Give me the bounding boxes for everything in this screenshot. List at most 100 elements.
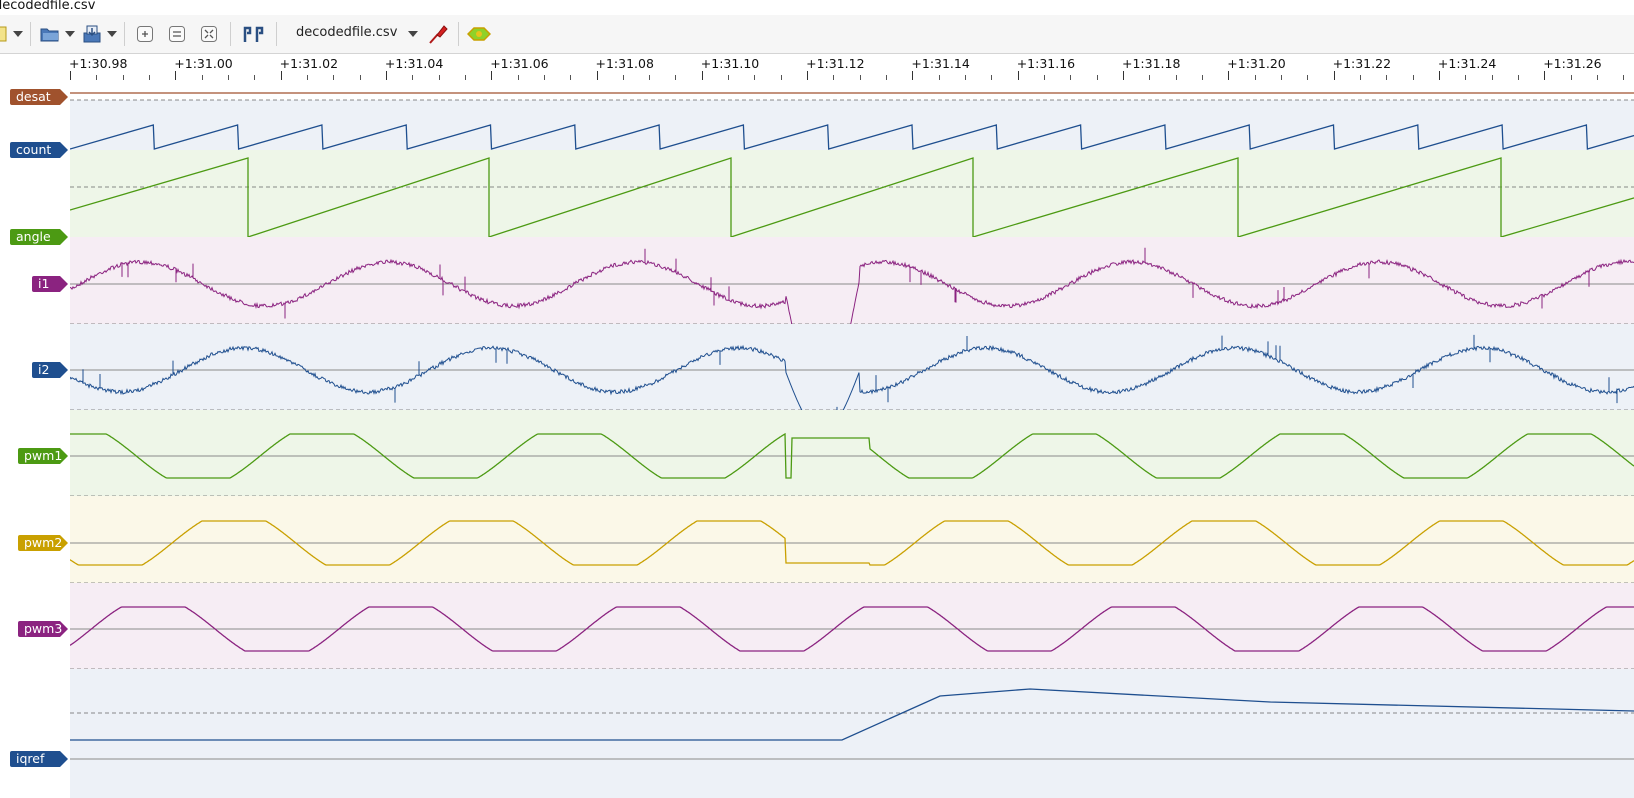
waveform-pwm2 [70,520,1634,566]
time-minor-tick [254,75,256,80]
lane-background-desat [70,84,1634,100]
time-tick [1333,71,1335,80]
toolbar-separator [276,22,277,46]
cursor-icon[interactable] [240,24,266,44]
toolbar-separator [124,22,125,46]
time-tick [385,71,387,80]
time-minor-tick [1570,75,1572,80]
signal-label-pwm3[interactable]: pwm3 [18,621,68,637]
waveform-pwm3 [70,606,1634,652]
waveform-i2 [70,334,1634,433]
time-tick [701,71,703,80]
time-minor-tick [675,75,677,80]
time-tick [596,71,598,80]
time-minor-tick [543,75,545,80]
time-minor-tick [1596,75,1598,80]
dropdown-arrow-icon[interactable] [12,24,24,44]
lane-background-iqref [70,669,1634,798]
time-minor-tick [201,75,203,80]
open-file-icon[interactable] [38,24,62,44]
time-minor-tick [1070,75,1072,80]
window-title-bar: decodedfile.csv [0,0,1634,14]
lane-background-pwm1 [70,410,1634,496]
waveform-pwm1 [70,432,1634,479]
toolbar-separator [30,22,31,46]
time-tick-label: +1:31.10 [700,56,760,71]
time-tick [1228,71,1230,80]
probe-icon[interactable] [426,24,450,44]
signal-label-desat[interactable]: desat [10,89,68,105]
signal-label-count[interactable]: count [10,142,68,158]
time-tick [1123,71,1124,80]
time-tick [1017,71,1019,80]
time-tick-label: +1:31.22 [1332,56,1392,71]
waveform-count [70,124,1634,150]
time-tick-label: +1:31.14 [911,56,970,71]
time-ruler[interactable]: +1:30.98 +1:31.00 +1:31.02 +1:31.04 +1:31.06… [0,54,1634,84]
save-icon[interactable] [80,24,104,44]
lane-background-angle [70,150,1634,237]
time-minor-tick [333,75,335,80]
zoom-out-icon[interactable] [166,24,188,44]
session-selector[interactable]: decodedfile.csv [296,25,398,40]
time-minor-tick [1096,75,1098,80]
time-tick [807,71,809,80]
signal-label-i1[interactable]: i1 [32,276,68,292]
lane-background-i2 [70,324,1634,410]
time-minor-tick [1254,75,1256,80]
decoder-icon[interactable] [466,24,492,44]
time-minor-tick [1517,75,1519,80]
time-minor-tick [1149,75,1151,80]
new-session-icon[interactable] [0,24,10,44]
time-minor-tick [1307,75,1309,80]
time-minor-tick [148,75,150,80]
dropdown-arrow-icon[interactable] [106,24,118,44]
time-minor-tick [938,75,940,80]
time-minor-tick [1491,75,1493,80]
time-tick [70,71,71,80]
time-minor-tick [517,75,519,80]
time-minor-tick [886,75,888,80]
trace-area[interactable] [70,84,1634,798]
time-tick [491,71,493,80]
time-tick-label: +1:31.02 [279,56,339,71]
time-minor-tick [622,75,624,80]
signal-label-iqref[interactable]: iqref [10,751,68,767]
waveform-iqref [70,688,1634,741]
time-minor-tick [728,75,730,80]
time-minor-tick [1044,75,1046,80]
dropdown-arrow-icon[interactable] [64,24,76,44]
signal-label-pwm2[interactable]: pwm2 [18,535,68,551]
time-minor-tick [833,75,835,80]
time-tick [1438,71,1440,80]
time-tick-label: +1:30.98 [69,56,128,71]
time-minor-tick [991,75,993,80]
time-minor-tick [1359,75,1361,80]
toolbar-separator [230,22,231,46]
waveform-angle [70,157,1634,238]
time-tick-label: +1:31.18 [1122,56,1181,71]
time-minor-tick [1465,75,1467,80]
time-minor-tick [754,75,756,80]
signal-label-angle[interactable]: angle [10,229,68,245]
time-minor-tick [227,75,229,80]
time-minor-tick [965,75,967,80]
time-tick-label: +1:31.20 [1227,56,1286,71]
main-toolbar [0,15,1634,54]
toolbar-separator [458,22,459,46]
lane-background-pwm3 [70,583,1634,669]
time-minor-tick [412,75,414,80]
time-minor-tick [1386,75,1388,80]
zoom-in-icon[interactable] [134,24,156,44]
signal-label-i2[interactable]: i2 [32,362,68,378]
session-dropdown-icon[interactable] [406,24,420,44]
window-title: decodedfile.csv [0,0,96,13]
time-minor-tick [359,75,361,80]
time-tick-label: +1:31.04 [384,56,444,71]
time-tick-label: +1:31.00 [174,56,233,71]
signal-label-pwm1[interactable]: pwm1 [18,448,68,464]
time-tick-label: +1:31.24 [1437,56,1497,71]
time-tick [912,71,914,80]
time-minor-tick [1623,75,1625,80]
zoom-fit-icon[interactable] [198,24,220,44]
